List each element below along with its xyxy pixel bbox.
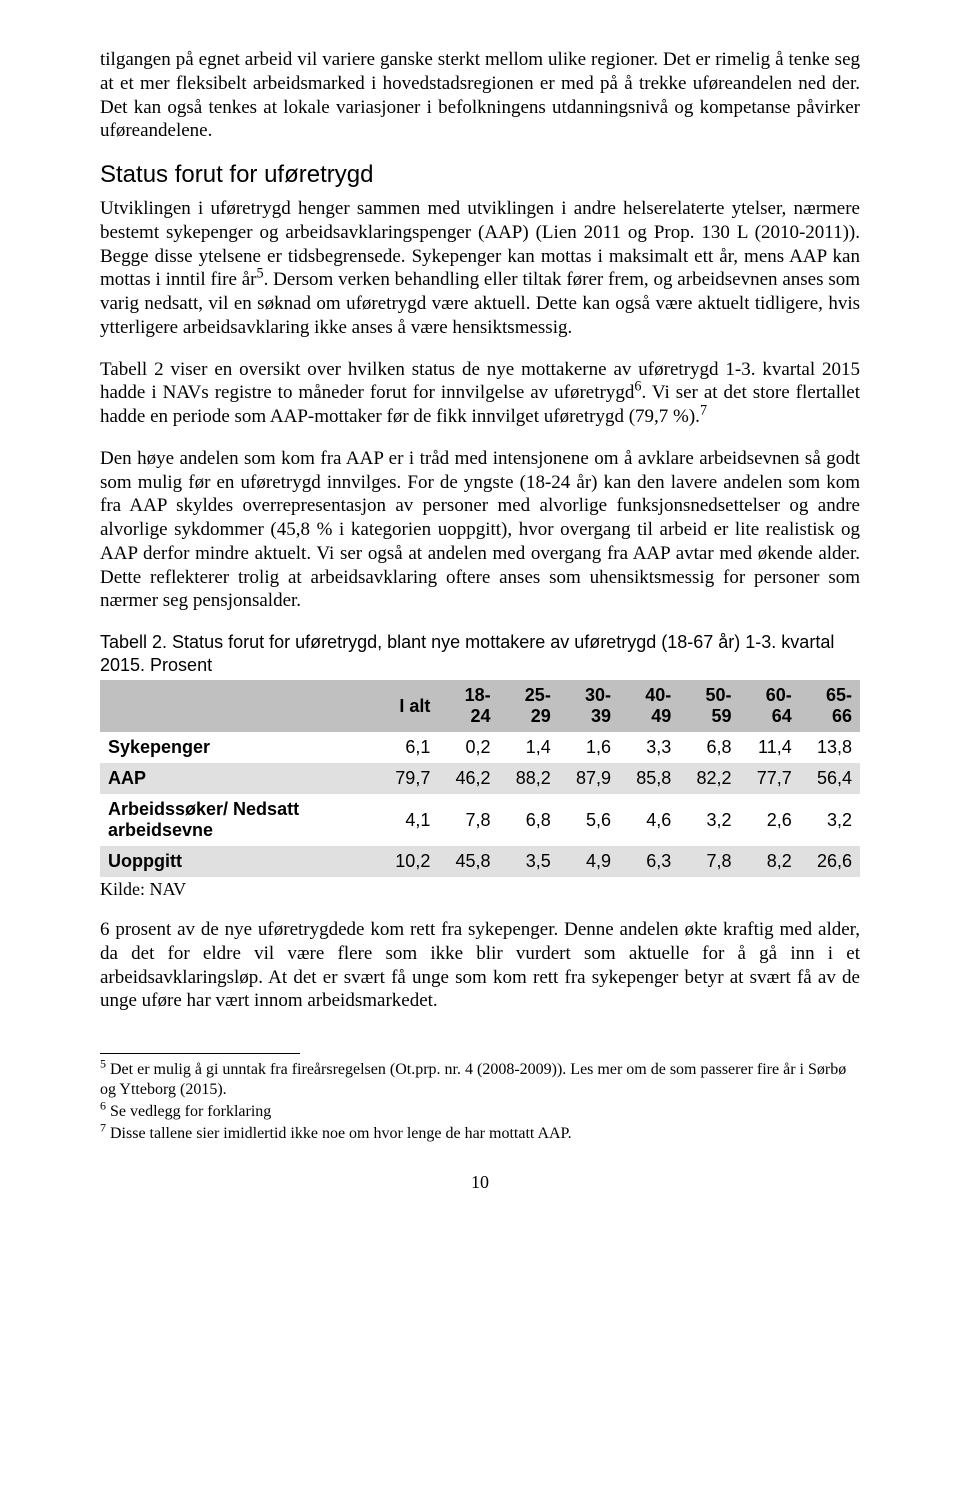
table-cell: 82,2 xyxy=(679,763,739,794)
table-row: AAP 79,7 46,2 88,2 87,9 85,8 82,2 77,7 5… xyxy=(100,763,860,794)
table-cell: 3,2 xyxy=(679,794,739,846)
table-cell: 1,6 xyxy=(559,732,619,763)
table-cell: 8,2 xyxy=(740,846,800,877)
table-cell: 45,8 xyxy=(438,846,498,877)
footnote-text: Se vedlegg for forklaring xyxy=(106,1103,271,1120)
row-label: Uoppgitt xyxy=(100,846,387,877)
table-cell: 5,6 xyxy=(559,794,619,846)
table-cell: 2,6 xyxy=(740,794,800,846)
table-header: 50-59 xyxy=(679,680,739,732)
table-row: Sykepenger 6,1 0,2 1,4 1,6 3,3 6,8 11,4 … xyxy=(100,732,860,763)
table-header: 60-64 xyxy=(740,680,800,732)
table-cell: 46,2 xyxy=(438,763,498,794)
footnote: 7 Disse tallene sier imidlertid ikke noe… xyxy=(100,1124,860,1144)
table-caption: Tabell 2. Status forut for uføretrygd, b… xyxy=(100,631,860,676)
footnotes: 5 Det er mulig å gi unntak fra fireårsre… xyxy=(100,1060,860,1144)
table-header: 65-66 xyxy=(800,680,860,732)
table-header: 18-24 xyxy=(438,680,498,732)
table-cell: 4,1 xyxy=(387,794,438,846)
table-cell: 77,7 xyxy=(740,763,800,794)
table-cell: 7,8 xyxy=(679,846,739,877)
footnote-ref: 7 xyxy=(700,403,707,419)
row-label: AAP xyxy=(100,763,387,794)
table-header xyxy=(100,680,387,732)
paragraph: Tabell 2 viser en oversikt over hvilken … xyxy=(100,358,860,429)
table-cell: 56,4 xyxy=(800,763,860,794)
table-cell: 79,7 xyxy=(387,763,438,794)
table-cell: 85,8 xyxy=(619,763,679,794)
paragraph: 6 prosent av de nye uføretrygdede kom re… xyxy=(100,918,860,1013)
table-source: Kilde: NAV xyxy=(100,879,860,900)
table-cell: 6,8 xyxy=(499,794,559,846)
page-number: 10 xyxy=(100,1172,860,1193)
section-heading: Status forut for uføretrygd xyxy=(100,161,860,189)
footnote: 5 Det er mulig å gi unntak fra fireårsre… xyxy=(100,1060,860,1100)
table-cell: 6,3 xyxy=(619,846,679,877)
table-header: I alt xyxy=(387,680,438,732)
table-cell: 6,8 xyxy=(679,732,739,763)
table-cell: 7,8 xyxy=(438,794,498,846)
table-cell: 3,5 xyxy=(499,846,559,877)
table-header: 40-49 xyxy=(619,680,679,732)
table-cell: 88,2 xyxy=(499,763,559,794)
table-cell: 6,1 xyxy=(387,732,438,763)
table-cell: 4,9 xyxy=(559,846,619,877)
table-row: Uoppgitt 10,2 45,8 3,5 4,9 6,3 7,8 8,2 2… xyxy=(100,846,860,877)
document-page: tilgangen på egnet arbeid vil variere ga… xyxy=(0,0,960,1233)
table-header: 30-39 xyxy=(559,680,619,732)
table-cell: 13,8 xyxy=(800,732,860,763)
footnote-ref: 5 xyxy=(256,266,263,282)
table-cell: 26,6 xyxy=(800,846,860,877)
data-table: I alt 18-24 25-29 30-39 40-49 50-59 60-6… xyxy=(100,680,860,877)
row-label: Sykepenger xyxy=(100,732,387,763)
paragraph: tilgangen på egnet arbeid vil variere ga… xyxy=(100,48,860,143)
table-row: Arbeidssøker/ Nedsatt arbeidsevne 4,1 7,… xyxy=(100,794,860,846)
row-label: Arbeidssøker/ Nedsatt arbeidsevne xyxy=(100,794,387,846)
table-cell: 11,4 xyxy=(740,732,800,763)
table-cell: 3,3 xyxy=(619,732,679,763)
table-cell: 3,2 xyxy=(800,794,860,846)
table-cell: 4,6 xyxy=(619,794,679,846)
table-cell: 0,2 xyxy=(438,732,498,763)
table-cell: 1,4 xyxy=(499,732,559,763)
table-cell: 87,9 xyxy=(559,763,619,794)
table-header: 25-29 xyxy=(499,680,559,732)
footnote-text: Det er mulig å gi unntak fra fireårsrege… xyxy=(100,1061,846,1098)
footnote-text: Disse tallene sier imidlertid ikke noe o… xyxy=(106,1125,572,1142)
footnote-separator xyxy=(100,1053,300,1054)
paragraph: Utviklingen i uføretrygd henger sammen m… xyxy=(100,197,860,340)
table-header-row: I alt 18-24 25-29 30-39 40-49 50-59 60-6… xyxy=(100,680,860,732)
paragraph: Den høye andelen som kom fra AAP er i tr… xyxy=(100,447,860,613)
footnote: 6 Se vedlegg for forklaring xyxy=(100,1102,860,1122)
table-cell: 10,2 xyxy=(387,846,438,877)
